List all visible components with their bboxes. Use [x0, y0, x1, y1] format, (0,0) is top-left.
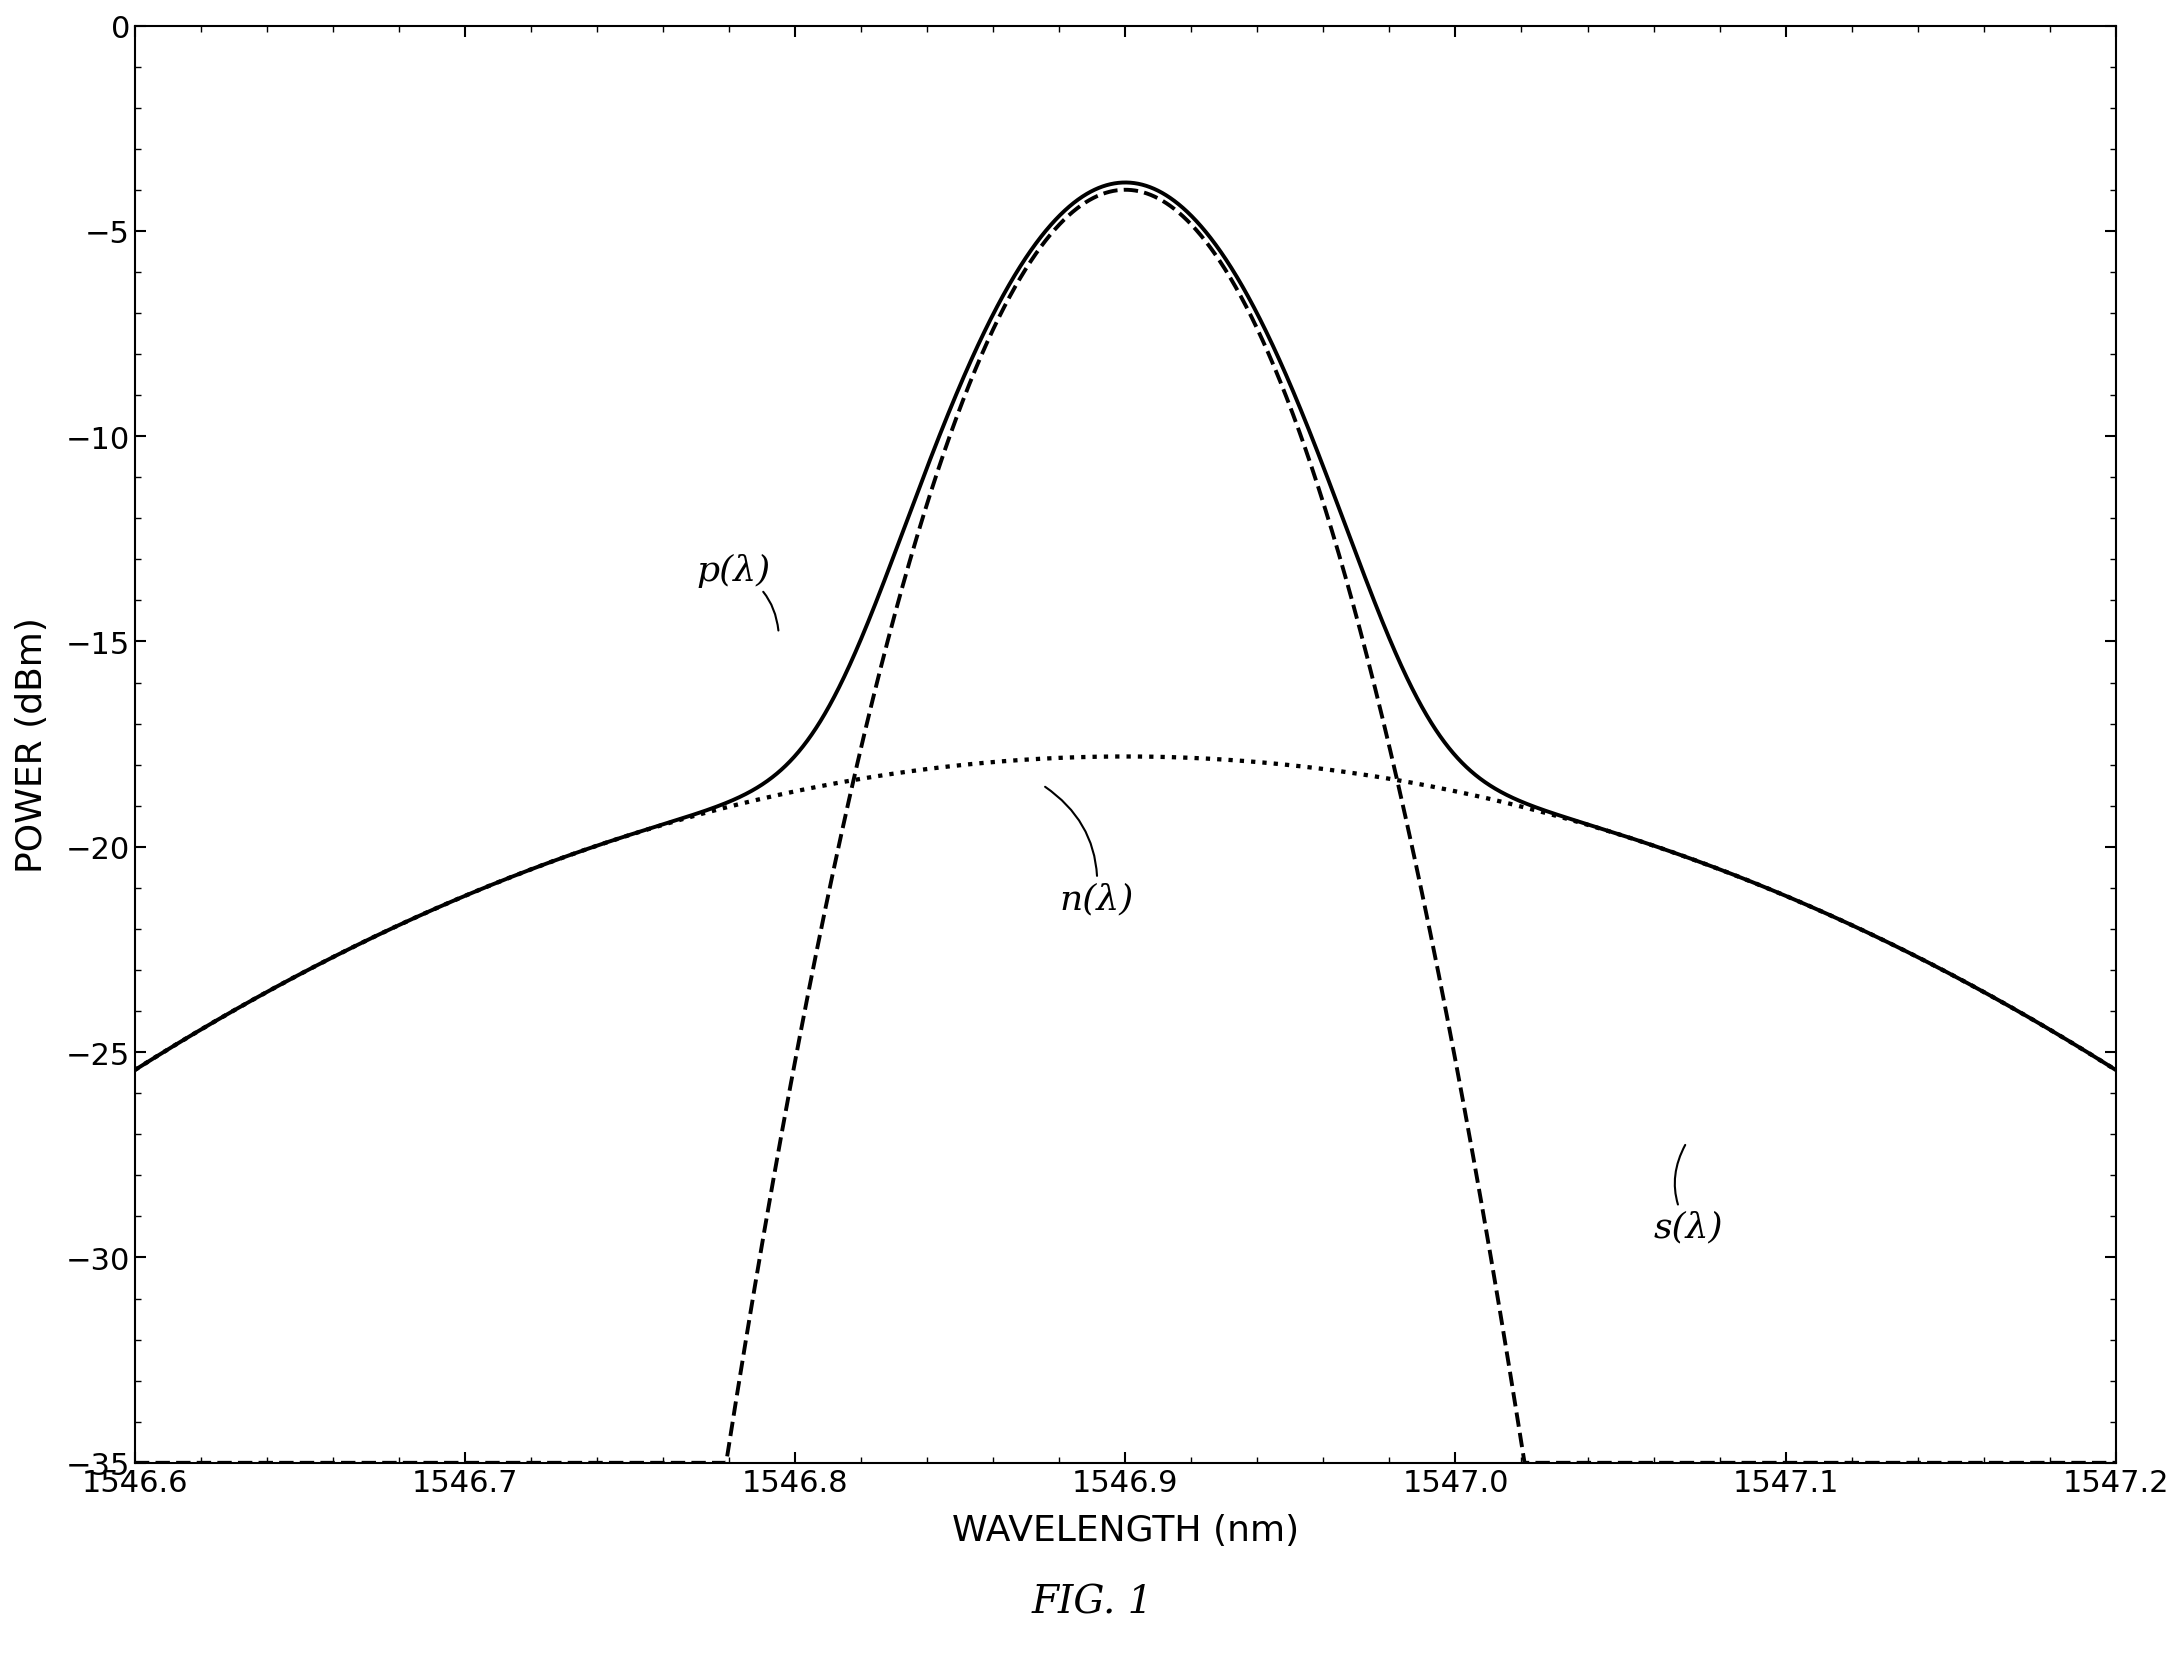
X-axis label: WAVELENGTH (nm): WAVELENGTH (nm)	[952, 1514, 1299, 1547]
Y-axis label: POWER (dBm): POWER (dBm)	[15, 617, 48, 872]
Text: p(λ): p(λ)	[697, 553, 778, 632]
Text: s(λ): s(λ)	[1653, 1146, 1723, 1245]
Text: n(λ): n(λ)	[1046, 788, 1133, 916]
Text: FIG. 1: FIG. 1	[1031, 1584, 1153, 1621]
